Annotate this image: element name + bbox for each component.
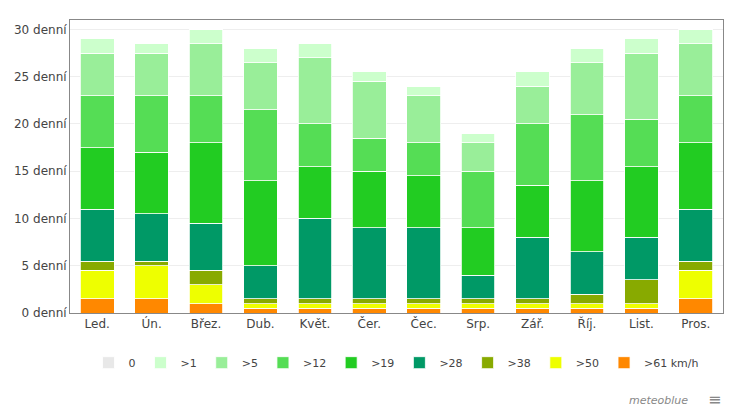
svg-text:15 denní: 15 denní [14,164,67,178]
svg-text:0: 0 [129,357,136,370]
svg-text:>1: >1 [181,357,197,370]
svg-text:25 denní: 25 denní [14,70,67,84]
svg-text:≡: ≡ [708,390,721,409]
svg-text:>61 km/h: >61 km/h [644,357,699,370]
svg-text:>50: >50 [576,357,599,370]
svg-text:>28: >28 [439,357,462,370]
svg-text:Květ.: Květ. [299,317,330,331]
svg-text:0 denní: 0 denní [22,306,68,320]
svg-text:Dub.: Dub. [246,317,274,331]
svg-text:Břez.: Břez. [191,317,221,331]
svg-text:Čec.: Čec. [411,316,437,331]
svg-text:Pros.: Pros. [681,317,710,331]
svg-text:Srp.: Srp. [466,317,490,331]
svg-text:Led.: Led. [85,317,110,331]
svg-text:Zář.: Zář. [521,317,544,331]
svg-text:>38: >38 [508,357,531,370]
svg-text:Říj.: Říj. [578,316,597,331]
svg-text:>12: >12 [303,357,326,370]
svg-text:5 denní: 5 denní [22,259,68,273]
svg-text:Čer.: Čer. [358,316,381,331]
svg-text:>19: >19 [371,357,394,370]
svg-text:10 denní: 10 denní [14,212,67,226]
svg-text:>5: >5 [242,357,258,370]
svg-text:meteoblue: meteoblue [629,394,688,407]
svg-text:20 denní: 20 denní [14,117,67,131]
svg-text:List.: List. [629,317,654,331]
svg-text:30 denní: 30 denní [14,23,67,37]
svg-text:Ún.: Ún. [142,316,162,331]
